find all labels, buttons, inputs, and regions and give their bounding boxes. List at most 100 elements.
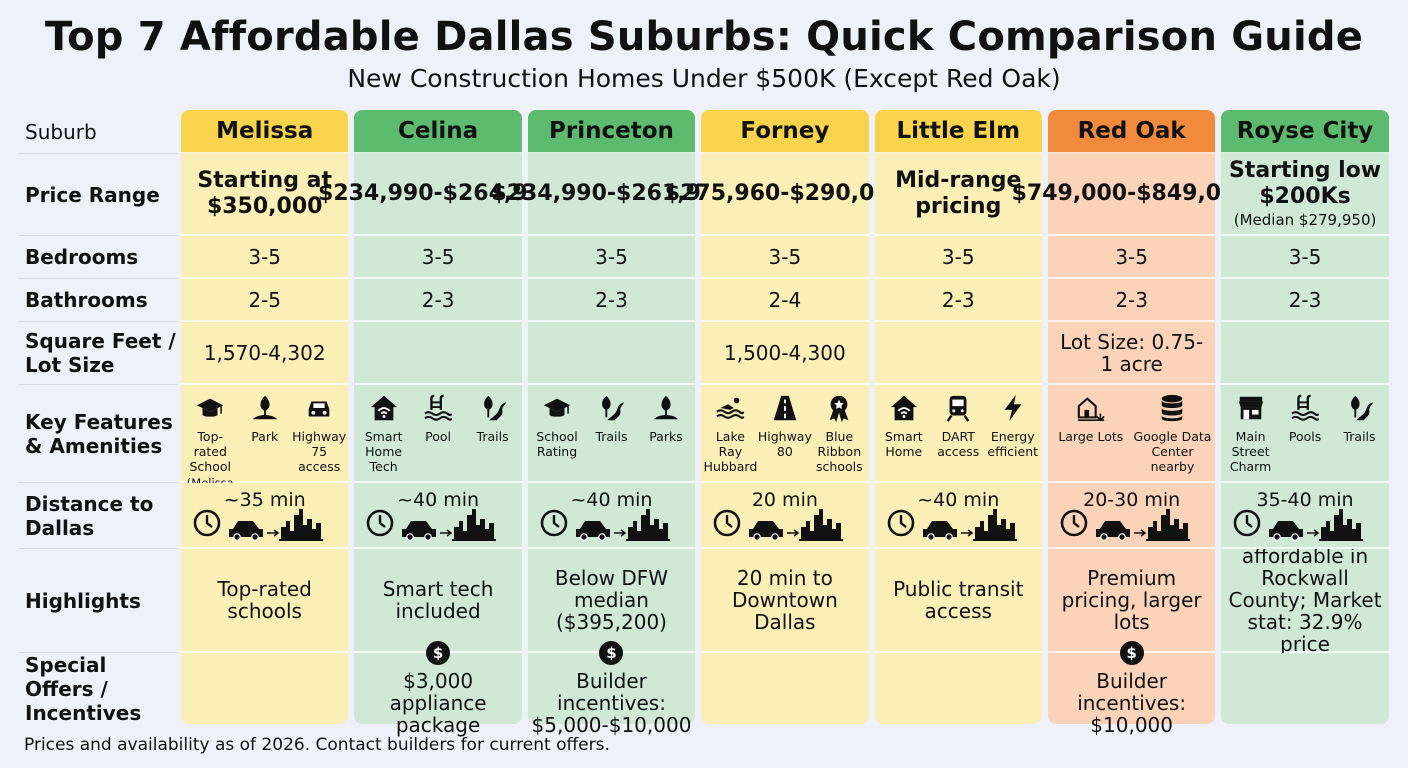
offer-text: Builder incentives: $10,000 [1077, 669, 1187, 737]
car-icon [304, 393, 334, 427]
feature-label: Google Data Center nearby [1133, 429, 1212, 474]
trails-icon [1345, 393, 1375, 427]
feature-label: Large Lots [1058, 429, 1124, 444]
trails-icon [596, 393, 626, 427]
graduation-cap-icon [195, 393, 225, 427]
suburb-header-red-oak: Red Oak [1047, 110, 1216, 154]
features-cell: Main Street Charm Pools Trails [1221, 385, 1389, 483]
price-note: (Median $279,950) [1233, 211, 1377, 229]
lake-icon [715, 393, 745, 427]
bedrooms-cell: 3-5 [181, 236, 349, 279]
offer-cell: $ Builder incentives: $10,000 [1047, 641, 1216, 736]
feature-item: DART access [931, 393, 985, 459]
price-range-cell: $275,960-$290,000 [665, 154, 905, 236]
suburb-header-royse-city: Royse City [1221, 110, 1389, 154]
distance-cell: ~40 min [527, 483, 696, 549]
park-icon [250, 393, 280, 427]
row-label-offers: Special Offers / Incentives [25, 652, 142, 725]
row-label-distance: Distance to Dallas [18, 483, 178, 549]
price-range-cell: $749,000-$849,000 [1012, 154, 1252, 236]
feature-item: Highway 75 access [292, 393, 346, 474]
lightning-icon [998, 393, 1028, 427]
features-cell: Top-rated School(Melissa ISD)ParkHighway… [181, 385, 349, 505]
graduation-cap-icon [542, 393, 572, 427]
sqft-cell [874, 322, 1042, 385]
price-value: Starting at $350,000 [197, 168, 332, 219]
feature-item: Blue Ribbon schools [812, 393, 866, 474]
distance-cell: 35-40 min [1221, 483, 1389, 549]
row-label-price: Price Range [18, 154, 178, 236]
feature-label: Trails [1343, 429, 1376, 444]
feature-label: Pool [425, 429, 452, 444]
storefront-icon [1236, 393, 1266, 427]
features-cell: School Rating Trails Parks [527, 385, 696, 483]
distance-text: 20-30 min [1083, 489, 1181, 511]
feature-label: Smart Home Tech [364, 429, 403, 474]
price-value: $275,960-$290,000 [664, 181, 905, 206]
trails-icon [478, 393, 508, 427]
price-value: $234,990-$264,990 [318, 181, 559, 206]
suburb-header-celina: Celina [354, 110, 522, 154]
database-icon [1157, 393, 1187, 427]
bathrooms-cell: 2-3 [527, 279, 696, 322]
distance-cell: ~35 min [181, 483, 349, 549]
distance-cell: ~40 min [354, 483, 522, 549]
offer-cell [181, 653, 349, 724]
distance-text: ~40 min [917, 489, 1000, 511]
bathrooms-cell: 2-3 [1047, 279, 1216, 322]
row-label-sqft: Square Feet / Lot Size [18, 322, 178, 385]
price-range-cell: Starting at $350,000 [181, 154, 349, 236]
feature-item: School Rating [530, 393, 584, 459]
highlights-cell: Top-rated schools [181, 549, 349, 653]
row-label-highlights: Highlights [18, 549, 178, 653]
price-range-cell: Starting low $200Ks (Median $279,950) [1221, 154, 1389, 236]
feature-label: Smart Home [884, 429, 923, 459]
feature-item: Lake Ray Hubbard [703, 393, 757, 474]
highlights-cell: Below DFW median ($395,200) [527, 549, 696, 653]
page-subtitle: New Construction Homes Under $500K (Exce… [347, 64, 1061, 93]
distance-cell: 20-30 min [1047, 483, 1216, 549]
feature-item: Google Data Center nearby [1133, 393, 1211, 474]
park-icon [651, 393, 681, 427]
feature-label: Trails [476, 429, 509, 444]
feature-item: Park [237, 393, 291, 444]
dollar-icon: $ [599, 641, 624, 665]
feature-label: Lake Ray Hubbard [703, 429, 758, 474]
sqft-cell: 1,570-4,302 [181, 322, 349, 385]
highlights-cell: 20 min to Downtown Dallas [701, 549, 869, 653]
feature-item: Smart Home [877, 393, 931, 459]
pool-icon [423, 393, 453, 427]
highlights-cell: Most affordable in Rockwall County; Mark… [1221, 523, 1389, 677]
feature-label: Pools [1288, 429, 1322, 444]
features-cell: Smart Home Tech Pool Trails [354, 385, 522, 483]
smart-home-icon [369, 393, 399, 427]
feature-item: Trails [1332, 393, 1386, 444]
offer-cell [874, 653, 1042, 724]
sqft-cell [1221, 322, 1389, 385]
dollar-icon: $ [426, 641, 451, 665]
feature-item: Trails [465, 393, 519, 444]
comparison-table: Suburb Melissa Celina Princeton Forney Little… [18, 110, 1392, 736]
feature-label: DART access [937, 429, 980, 459]
bathrooms-cell: 2-3 [354, 279, 522, 322]
offer-text: Builder incentives: $5,000-$10,000 [531, 669, 692, 737]
feature-label: Main Street Charm [1229, 429, 1272, 474]
smart-home-icon [889, 393, 919, 427]
price-value: $234,990-$261,990 [491, 181, 732, 206]
feature-label: Highway 80 [757, 429, 812, 459]
bedrooms-cell: 3-5 [1047, 236, 1216, 279]
price-value: $749,000-$849,000 [1011, 181, 1252, 206]
price-range-cell: $234,990-$264,990 [318, 154, 558, 236]
bathrooms-cell: 2-4 [701, 279, 869, 322]
large-lot-icon [1076, 393, 1106, 427]
bathrooms-cell: 2-3 [1221, 279, 1389, 322]
feature-item: Pool [411, 393, 465, 444]
page-title: Top 7 Affordable Dallas Suburbs: Quick C… [44, 14, 1364, 60]
highlights-cell: Public transit access [874, 549, 1042, 653]
price-value: Mid-range pricing [895, 168, 1022, 219]
feature-label: Highway 75 access [292, 429, 347, 474]
bedrooms-cell: 3-5 [874, 236, 1042, 279]
bathrooms-cell: 2-3 [874, 279, 1042, 322]
offer-cell: $ $3,000 appliance package [354, 641, 522, 736]
distance-text: 35-40 min [1256, 489, 1354, 511]
